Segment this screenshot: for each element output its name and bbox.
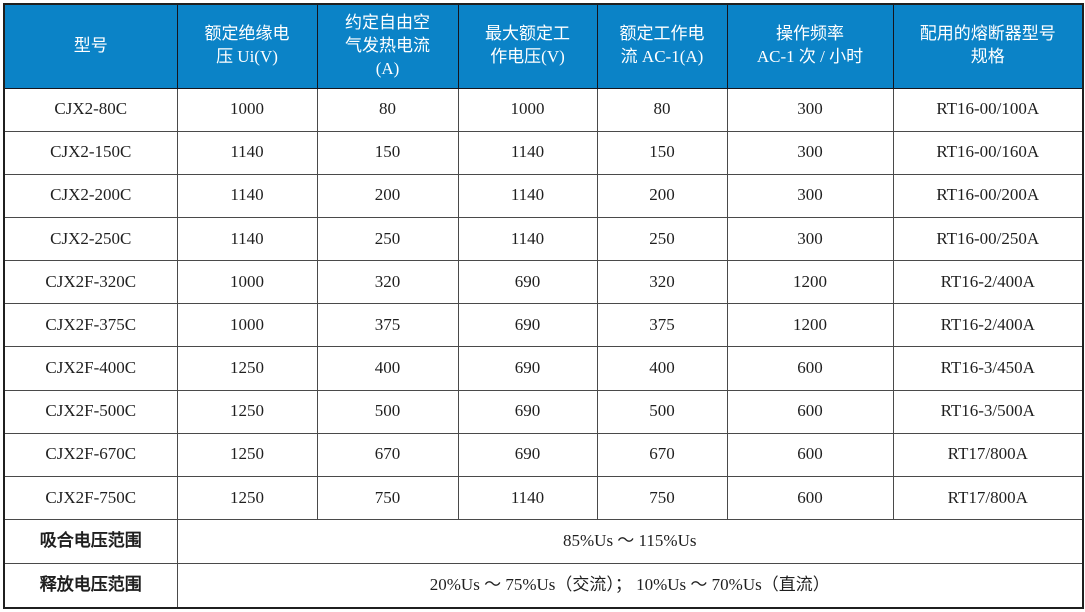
value-cell: 80 xyxy=(596,87,728,132)
model-cell: CJX2-150C xyxy=(3,130,178,175)
table-row: CJX2-150C 1140 150 1140 150 300 RT16-00/… xyxy=(3,130,1084,175)
value-cell: 1200 xyxy=(726,303,894,348)
value-cell: 1140 xyxy=(176,216,318,262)
release-voltage-row: 释放电压范围 20%Us ～ 75%Us（交流）； 10%Us ～ 70%Us（… xyxy=(3,563,1084,609)
value-cell: 375 xyxy=(596,303,728,348)
fuse-cell: RT16-00/100A xyxy=(892,87,1084,132)
value-cell: 690 xyxy=(457,346,598,391)
value-cell: 150 xyxy=(596,130,728,175)
pull-in-voltage-row: 吸合电压范围 85%Us ～ 115%Us xyxy=(3,519,1084,565)
model-cell: CJX2F-400C xyxy=(3,346,178,391)
value-cell: 690 xyxy=(457,303,598,348)
value-cell: 300 xyxy=(726,87,894,132)
value-cell: 750 xyxy=(596,475,728,521)
value-cell: 690 xyxy=(457,260,598,305)
contactor-spec-table: 型号 额定绝缘电 压 Ui(V) 约定自由空 气发热电流 (A) 最大额定工 作… xyxy=(3,3,1084,609)
value-cell: 670 xyxy=(596,432,728,477)
value-cell: 1000 xyxy=(176,260,318,305)
table-header: 型号 额定绝缘电 压 Ui(V) 约定自由空 气发热电流 (A) 最大额定工 作… xyxy=(3,3,1084,89)
value-cell: 1250 xyxy=(176,475,318,521)
value-cell: 1200 xyxy=(726,260,894,305)
model-cell: CJX2-80C xyxy=(3,87,178,132)
value-cell: 300 xyxy=(726,216,894,262)
value-cell: 250 xyxy=(596,216,728,262)
fuse-cell: RT16-00/250A xyxy=(892,216,1084,262)
value-cell: 375 xyxy=(316,303,459,348)
table-row: CJX2-80C 1000 80 1000 80 300 RT16-00/100… xyxy=(3,87,1084,132)
value-cell: 600 xyxy=(726,475,894,521)
fuse-cell: RT16-2/400A xyxy=(892,303,1084,348)
value-cell: 690 xyxy=(457,432,598,477)
value-cell: 500 xyxy=(316,389,459,434)
value-cell: 670 xyxy=(316,432,459,477)
header-cell-fuse-spec: 配用的熔断器型号 规格 xyxy=(892,3,1084,89)
fuse-cell: RT17/800A xyxy=(892,432,1084,477)
value-cell: 150 xyxy=(316,130,459,175)
value-cell: 1000 xyxy=(457,87,598,132)
table-row: CJX2F-500C 1250 500 690 500 600 RT16-3/5… xyxy=(3,389,1084,434)
value-cell: 1140 xyxy=(457,216,598,262)
table-row: CJX2-200C 1140 200 1140 200 300 RT16-00/… xyxy=(3,173,1084,218)
value-cell: 600 xyxy=(726,389,894,434)
model-cell: CJX2F-375C xyxy=(3,303,178,348)
table-row: CJX2F-375C 1000 375 690 375 1200 RT16-2/… xyxy=(3,303,1084,348)
value-cell: 1140 xyxy=(176,173,318,218)
value-cell: 600 xyxy=(726,432,894,477)
release-voltage-value: 20%Us ～ 75%Us（交流）； 10%Us ～ 70%Us（直流） xyxy=(176,563,1084,609)
header-row: 型号 额定绝缘电 压 Ui(V) 约定自由空 气发热电流 (A) 最大额定工 作… xyxy=(3,3,1084,89)
value-cell: 690 xyxy=(457,389,598,434)
model-cell: CJX2F-320C xyxy=(3,260,178,305)
value-cell: 400 xyxy=(596,346,728,391)
release-voltage-label: 释放电压范围 xyxy=(3,563,178,609)
fuse-cell: RT16-3/500A xyxy=(892,389,1084,434)
model-cell: CJX2-250C xyxy=(3,216,178,262)
value-cell: 750 xyxy=(316,475,459,521)
table-row: CJX2F-670C 1250 670 690 670 600 RT17/800… xyxy=(3,432,1084,477)
value-cell: 400 xyxy=(316,346,459,391)
value-cell: 80 xyxy=(316,87,459,132)
table-row: CJX2-250C 1140 250 1140 250 300 RT16-00/… xyxy=(3,216,1084,262)
value-cell: 320 xyxy=(596,260,728,305)
table-body: CJX2-80C 1000 80 1000 80 300 RT16-00/100… xyxy=(3,87,1084,609)
header-cell-model: 型号 xyxy=(3,3,178,89)
table-row: CJX2F-400C 1250 400 690 400 600 RT16-3/4… xyxy=(3,346,1084,391)
value-cell: 1000 xyxy=(176,87,318,132)
header-cell-operating-frequency: 操作频率 AC-1 次 / 小时 xyxy=(726,3,894,89)
pull-in-voltage-label: 吸合电压范围 xyxy=(3,519,178,565)
header-cell-rated-current-ac1: 额定工作电 流 AC-1(A) xyxy=(596,3,728,89)
model-cell: CJX2F-750C xyxy=(3,475,178,521)
value-cell: 300 xyxy=(726,173,894,218)
model-cell: CJX2F-500C xyxy=(3,389,178,434)
value-cell: 200 xyxy=(596,173,728,218)
value-cell: 300 xyxy=(726,130,894,175)
value-cell: 1250 xyxy=(176,389,318,434)
fuse-cell: RT16-3/450A xyxy=(892,346,1084,391)
value-cell: 1140 xyxy=(176,130,318,175)
header-cell-insulation-voltage: 额定绝缘电 压 Ui(V) xyxy=(176,3,318,89)
value-cell: 1140 xyxy=(457,173,598,218)
value-cell: 320 xyxy=(316,260,459,305)
value-cell: 1250 xyxy=(176,432,318,477)
table-row: CJX2F-320C 1000 320 690 320 1200 RT16-2/… xyxy=(3,260,1084,305)
value-cell: 1250 xyxy=(176,346,318,391)
value-cell: 500 xyxy=(596,389,728,434)
value-cell: 1000 xyxy=(176,303,318,348)
header-cell-max-working-voltage: 最大额定工 作电压(V) xyxy=(457,3,598,89)
fuse-cell: RT16-00/200A xyxy=(892,173,1084,218)
value-cell: 1140 xyxy=(457,475,598,521)
model-cell: CJX2-200C xyxy=(3,173,178,218)
header-cell-thermal-current: 约定自由空 气发热电流 (A) xyxy=(316,3,459,89)
fuse-cell: RT16-00/160A xyxy=(892,130,1084,175)
value-cell: 200 xyxy=(316,173,459,218)
value-cell: 600 xyxy=(726,346,894,391)
model-cell: CJX2F-670C xyxy=(3,432,178,477)
value-cell: 250 xyxy=(316,216,459,262)
value-cell: 1140 xyxy=(457,130,598,175)
fuse-cell: RT17/800A xyxy=(892,475,1084,521)
pull-in-voltage-value: 85%Us ～ 115%Us xyxy=(176,519,1084,565)
table-row: CJX2F-750C 1250 750 1140 750 600 RT17/80… xyxy=(3,475,1084,521)
fuse-cell: RT16-2/400A xyxy=(892,260,1084,305)
